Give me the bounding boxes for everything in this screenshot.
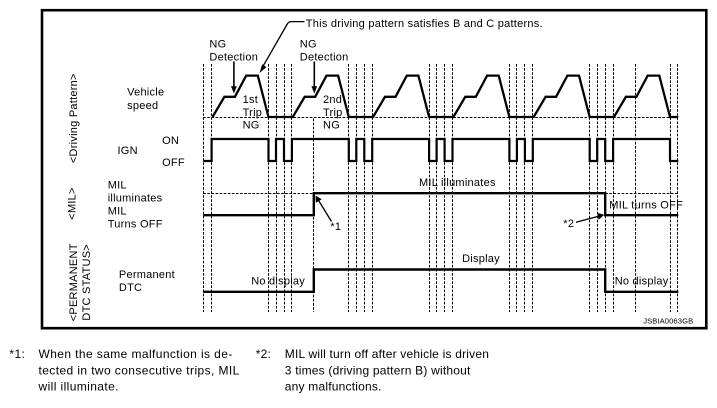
- svg-text:MIL illuminates: MIL illuminates: [419, 177, 496, 189]
- svg-text:2nd: 2nd: [323, 94, 342, 106]
- svg-text:1st: 1st: [243, 94, 258, 106]
- svg-text:OFF: OFF: [162, 157, 185, 169]
- svg-text:3 times (driving pattern B) wi: 3 times (driving pattern B) without: [285, 363, 471, 377]
- svg-text:Vehicle: Vehicle: [127, 87, 164, 99]
- svg-text:NG: NG: [209, 38, 226, 50]
- svg-text:Display: Display: [462, 253, 500, 265]
- svg-text:DTC STATUS>: DTC STATUS>: [81, 244, 93, 321]
- svg-text:IGN: IGN: [118, 145, 138, 157]
- svg-text:NG: NG: [323, 120, 340, 132]
- svg-text:*1: *1: [330, 221, 341, 233]
- svg-text:<PERMANENT: <PERMANENT: [68, 243, 80, 321]
- svg-text:No display: No display: [615, 276, 669, 288]
- svg-text:MIL: MIL: [108, 206, 127, 218]
- svg-text:Turns OFF: Turns OFF: [108, 219, 163, 231]
- svg-text:*2:: *2:: [256, 347, 271, 361]
- svg-text:Permanent: Permanent: [119, 269, 175, 281]
- svg-text:MIL turns OFF: MIL turns OFF: [609, 199, 683, 211]
- svg-text:tected in two consecutive trip: tected in two consecutive trips, MIL: [39, 363, 240, 377]
- svg-text:*1:: *1:: [9, 347, 25, 361]
- svg-text:any malfunctions.: any malfunctions.: [285, 379, 382, 393]
- svg-text:ON: ON: [162, 135, 179, 147]
- svg-text:will illuminate.: will illuminate.: [38, 379, 119, 393]
- svg-text:*2: *2: [563, 218, 574, 230]
- svg-text:No display: No display: [251, 276, 305, 288]
- svg-text:NG: NG: [243, 120, 260, 132]
- svg-text:Trip: Trip: [243, 107, 263, 119]
- svg-text:This driving pattern satisfies: This driving pattern satisfies B and C p…: [306, 18, 543, 30]
- svg-text:<MIL>: <MIL>: [67, 187, 79, 219]
- svg-text:Trip: Trip: [323, 107, 343, 119]
- svg-text:When the same malfunction is d: When the same malfunction is de-: [39, 347, 233, 361]
- svg-text:Detection: Detection: [300, 52, 349, 64]
- svg-text:<Driving Pattern>: <Driving Pattern>: [68, 73, 80, 163]
- svg-text:speed: speed: [127, 100, 158, 112]
- svg-text:MIL: MIL: [108, 180, 127, 192]
- svg-text:illuminates: illuminates: [108, 193, 163, 205]
- svg-text:NG: NG: [300, 38, 317, 50]
- svg-text:MIL will turn off after vehicl: MIL will turn off after vehicle is drive…: [285, 347, 489, 361]
- svg-text:DTC: DTC: [119, 282, 142, 294]
- svg-text:Detection: Detection: [209, 52, 258, 64]
- svg-text:JSBIA0063GB: JSBIA0063GB: [643, 317, 693, 326]
